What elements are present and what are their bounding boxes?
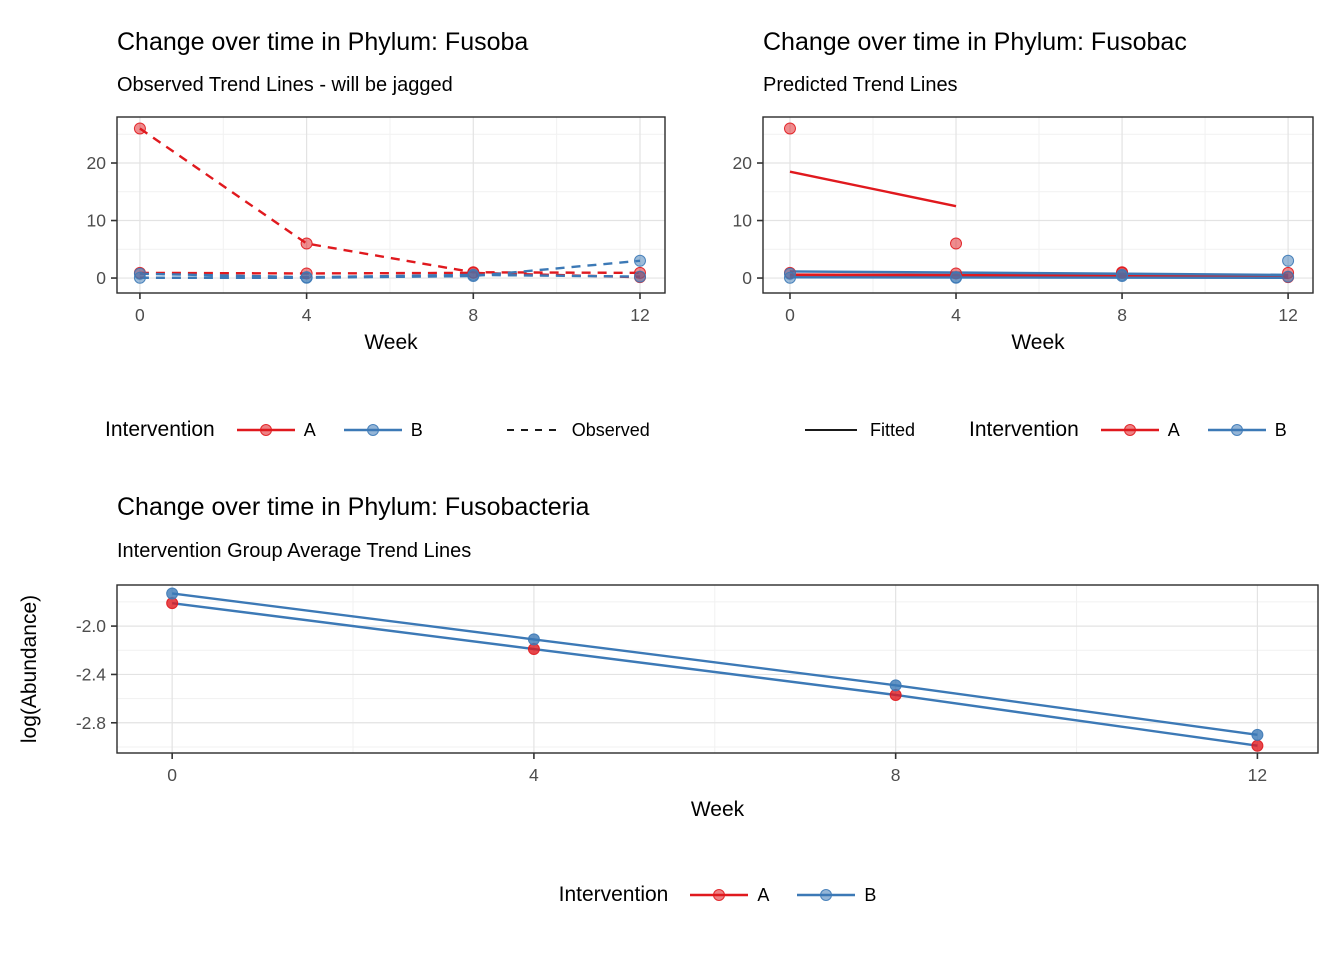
svg-text:4: 4 — [951, 305, 961, 325]
intervention-a-key-icon — [236, 424, 295, 436]
average-y-axis-title: log(Abundance) — [18, 594, 41, 744]
observed-legend: Intervention A B Observed — [105, 412, 650, 448]
intervention-b-key-icon — [797, 889, 856, 901]
predicted-chart-subtitle: Predicted Trend Lines — [763, 74, 958, 96]
svg-text:8: 8 — [891, 765, 901, 781]
svg-text:4: 4 — [529, 765, 539, 781]
predicted-x-axis-title: Week — [1011, 331, 1065, 354]
svg-text:8: 8 — [468, 305, 478, 325]
svg-text:0: 0 — [742, 268, 752, 288]
legend-title: Intervention — [558, 883, 669, 906]
average-legend: Intervention A B — [117, 877, 1318, 913]
svg-text:-2.0: -2.0 — [76, 616, 106, 636]
svg-text:0: 0 — [785, 305, 795, 325]
svg-text:10: 10 — [733, 211, 753, 231]
observed-linetype-key-icon — [506, 429, 559, 431]
legend-label-fitted: Fitted — [870, 419, 916, 440]
svg-text:20: 20 — [87, 153, 107, 173]
legend-title: Intervention — [105, 418, 215, 441]
svg-text:-2.8: -2.8 — [76, 713, 106, 733]
svg-text:20: 20 — [733, 153, 753, 173]
svg-text:-2.4: -2.4 — [76, 664, 106, 684]
fitted-linetype-key-icon — [805, 429, 857, 431]
observed-chart-subtitle: Observed Trend Lines - will be jagged — [117, 74, 453, 96]
intervention-b-key-icon — [343, 424, 402, 436]
predicted-chart-title: Change over time in Phylum: Fusobac — [763, 28, 1187, 56]
legend-label-b: B — [1274, 419, 1287, 440]
svg-text:0: 0 — [135, 305, 145, 325]
legend-label-a: A — [1167, 419, 1180, 440]
intervention-a-key-icon — [1100, 424, 1159, 436]
predicted-legend: Fitted Intervention A B — [803, 412, 1287, 448]
svg-text:10: 10 — [87, 211, 107, 231]
svg-text:4: 4 — [302, 305, 312, 325]
predicted-plot-area: 0 4 8 12 0 10 20 — [733, 116, 1314, 325]
observed-x-axis-title: Week — [364, 331, 418, 354]
legend-label-a: A — [303, 419, 316, 440]
svg-text:0: 0 — [167, 765, 177, 781]
intervention-b-key-icon — [1207, 424, 1266, 436]
svg-text:12: 12 — [1278, 305, 1297, 325]
observed-chart-title: Change over time in Phylum: Fusoba — [117, 28, 529, 56]
average-chart-subtitle: Intervention Group Average Trend Lines — [117, 540, 472, 562]
legend-label-a: A — [757, 884, 770, 905]
average-chart-title: Change over time in Phylum: Fusobacteria — [117, 493, 590, 521]
legend-title: Intervention — [969, 418, 1079, 441]
observed-plot-area: 0 4 8 12 0 10 20 — [87, 116, 666, 325]
svg-text:12: 12 — [1248, 765, 1267, 781]
intervention-a-key-icon — [690, 889, 749, 901]
svg-text:0: 0 — [96, 268, 106, 288]
legend-label-b: B — [864, 884, 877, 905]
average-plot-area: 0 4 8 12 -2.0 -2.4 -2.8 — [76, 584, 1319, 781]
svg-text:12: 12 — [630, 305, 649, 325]
legend-label-b: B — [410, 419, 423, 440]
legend-label-observed: Observed — [571, 419, 650, 440]
svg-text:8: 8 — [1117, 305, 1127, 325]
average-x-axis-title: Week — [690, 798, 745, 821]
